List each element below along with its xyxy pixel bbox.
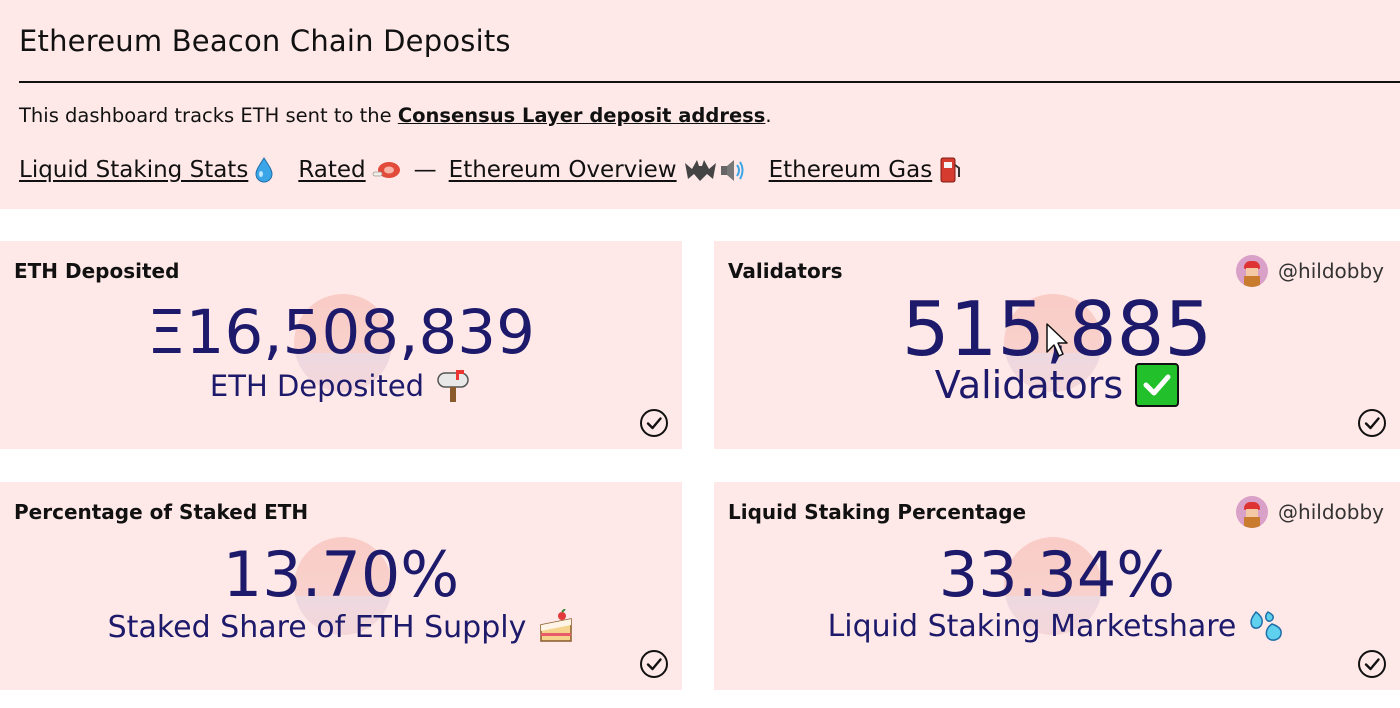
link-separator: — xyxy=(413,157,437,183)
card-title: ETH Deposited xyxy=(14,259,180,283)
validators-label-row: Validators xyxy=(714,363,1400,407)
watermark-logo xyxy=(294,294,392,392)
link-label: Rated xyxy=(298,157,366,183)
check-circle-icon xyxy=(640,650,668,678)
card-title: Percentage of Staked ETH xyxy=(14,500,309,524)
check-circle-icon xyxy=(1358,409,1386,437)
liquid-staking-stats-link[interactable]: Liquid Staking Stats xyxy=(19,157,274,183)
staked-percentage-label-row: Staked Share of ETH Supply xyxy=(0,609,682,645)
liquid-staking-card: Liquid Staking Percentage @hildobby 33.3… xyxy=(714,482,1400,690)
title-divider xyxy=(19,81,1400,83)
card-title: Liquid Staking Percentage xyxy=(728,500,1027,524)
ethereum-gas-link[interactable]: Ethereum Gas xyxy=(769,156,963,184)
validators-label: Validators xyxy=(934,363,1124,407)
deposit-address-link[interactable]: Consensus Layer deposit address xyxy=(397,104,766,127)
mouse-cursor-icon xyxy=(1046,323,1068,357)
link-label: Ethereum Overview xyxy=(448,157,677,183)
meat-icon xyxy=(372,162,400,178)
bat-speaker-icon xyxy=(684,160,744,181)
check-circle-icon xyxy=(1358,650,1386,678)
check-mark-button-icon xyxy=(1135,363,1180,407)
ethereum-overview-link[interactable]: Ethereum Overview xyxy=(449,157,745,183)
link-label: Ethereum Gas xyxy=(768,157,933,183)
dashboard-header: Ethereum Beacon Chain Deposits This dash… xyxy=(0,0,1400,209)
validators-value: 515,885 xyxy=(901,285,1213,373)
watermark-logo xyxy=(1004,537,1102,635)
dashboard-links: Liquid Staking Stats Rated — Ethereum Ov… xyxy=(19,154,962,186)
eth-deposited-value: Ξ16,508,839 xyxy=(147,297,535,368)
card-title: Validators xyxy=(728,259,843,283)
staked-percentage-value: 13.70% xyxy=(222,538,460,611)
author-tag[interactable]: @hildobby xyxy=(1236,496,1384,528)
staked-percentage-card: Percentage of Staked ETH 13.70% Staked S… xyxy=(0,482,682,690)
intro-prefix: This dashboard tracks ETH sent to the xyxy=(19,104,398,127)
author-handle: @hildobby xyxy=(1278,259,1384,283)
liquid-staking-label-row: Liquid Staking Marketshare xyxy=(714,609,1400,644)
author-tag[interactable]: @hildobby xyxy=(1236,255,1384,287)
eth-deposited-label-row: ETH Deposited xyxy=(0,369,682,403)
eth-deposited-label: ETH Deposited xyxy=(209,369,425,403)
liquid-staking-label: Liquid Staking Marketshare xyxy=(827,609,1237,644)
eth-deposited-card: ETH Deposited Ξ16,508,839 ETH Deposited xyxy=(0,241,682,449)
avatar xyxy=(1236,496,1269,528)
watermark-logo xyxy=(294,537,392,635)
page-title: Ethereum Beacon Chain Deposits xyxy=(19,24,511,58)
sweat-droplets-icon xyxy=(1250,610,1283,641)
liquid-staking-value: 33.34% xyxy=(938,538,1176,611)
water-droplet-icon xyxy=(255,157,273,183)
intro-suffix: . xyxy=(765,104,772,127)
intro-text: This dashboard tracks ETH sent to the Co… xyxy=(19,104,772,127)
author-handle: @hildobby xyxy=(1278,500,1384,524)
avatar xyxy=(1236,255,1269,287)
mailbox-icon xyxy=(437,370,469,402)
rated-link[interactable]: Rated xyxy=(298,157,401,183)
fuel-pump-icon xyxy=(940,157,961,183)
cake-icon xyxy=(540,609,573,642)
link-label: Liquid Staking Stats xyxy=(19,157,249,183)
check-circle-icon xyxy=(640,409,668,437)
staked-percentage-label: Staked Share of ETH Supply xyxy=(107,609,527,645)
